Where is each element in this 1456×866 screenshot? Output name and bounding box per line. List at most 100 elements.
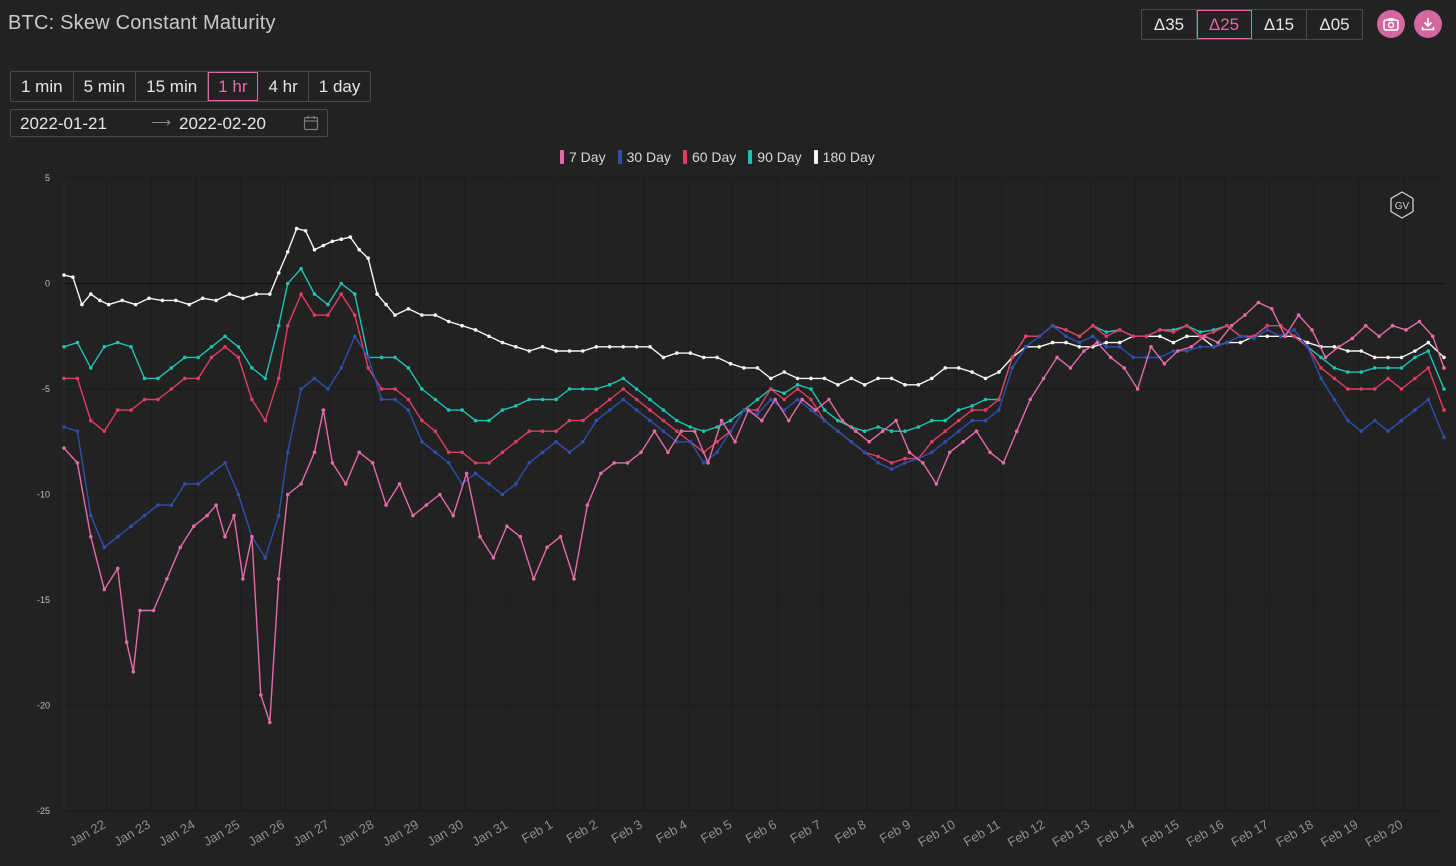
data-point — [795, 387, 800, 391]
data-point — [701, 461, 706, 465]
data-point — [473, 471, 478, 476]
data-point — [527, 429, 531, 434]
data-point — [1091, 323, 1095, 328]
data-point — [339, 237, 344, 241]
data-point — [393, 355, 397, 360]
data-point — [947, 450, 952, 455]
legend-label: 30 Day — [626, 149, 671, 165]
data-point — [321, 408, 326, 412]
data-point — [1238, 334, 1243, 339]
screenshot-button[interactable] — [1377, 10, 1405, 38]
legend-item-180day[interactable]: 180 Day — [813, 149, 875, 165]
data-point — [268, 720, 272, 725]
data-point — [800, 397, 804, 402]
delta-35-button[interactable]: Δ35 — [1142, 10, 1197, 39]
data-point — [567, 349, 572, 353]
data-point — [769, 397, 773, 402]
data-point — [120, 298, 124, 303]
data-point — [460, 408, 464, 412]
data-point — [1319, 355, 1323, 360]
timeframe-1hr-button[interactable]: 1 hr — [208, 72, 259, 101]
data-point — [1162, 361, 1167, 366]
data-point — [1296, 313, 1301, 317]
data-point — [701, 355, 706, 360]
data-point — [446, 461, 451, 465]
date-start-input[interactable]: 2022-01-21 — [20, 114, 107, 133]
data-point — [1332, 376, 1337, 381]
data-point — [299, 292, 303, 296]
data-point — [1077, 334, 1082, 339]
data-point — [312, 313, 317, 317]
data-point — [728, 361, 733, 366]
data-point — [621, 397, 625, 402]
timeframe-1min-button[interactable]: 1 min — [11, 72, 74, 101]
legend-item-7day[interactable]: 7 Day — [560, 149, 606, 165]
date-range-picker[interactable]: 2022-01-21 ⟶ 2022-02-20 — [10, 109, 328, 137]
data-point — [625, 461, 630, 465]
data-point — [379, 397, 384, 402]
data-point — [782, 397, 786, 402]
timeframe-15min-button[interactable]: 15 min — [136, 72, 209, 101]
data-point — [1185, 334, 1189, 339]
data-point — [1319, 376, 1323, 381]
calendar-icon[interactable] — [303, 115, 319, 131]
data-point — [621, 387, 625, 391]
data-point — [214, 503, 218, 507]
data-point — [1310, 328, 1314, 332]
data-point — [581, 349, 585, 353]
delta-05-button[interactable]: Δ05 — [1319, 15, 1350, 34]
data-point — [648, 418, 652, 423]
delta-15-button[interactable]: Δ15 — [1252, 10, 1307, 39]
data-point — [742, 408, 746, 412]
data-point — [1028, 397, 1032, 402]
data-point — [558, 534, 563, 539]
data-point — [795, 376, 800, 381]
chart-grid — [63, 177, 1444, 812]
date-end-input[interactable]: 2022-02-20 — [179, 114, 266, 133]
delta-25-button[interactable]: Δ25 — [1197, 10, 1252, 39]
data-point — [1149, 345, 1153, 349]
data-point — [156, 503, 160, 507]
data-point — [943, 366, 947, 370]
data-point — [183, 355, 187, 360]
download-button[interactable] — [1414, 10, 1442, 38]
data-point — [1332, 397, 1337, 402]
data-point — [889, 429, 894, 434]
legend-item-90day[interactable]: 90 Day — [748, 149, 802, 165]
data-point — [312, 450, 317, 455]
data-point — [460, 450, 464, 455]
data-point — [451, 513, 456, 518]
x-tick-label: Feb 5 — [698, 817, 734, 847]
data-point — [1319, 366, 1323, 370]
data-point — [129, 524, 133, 528]
data-point — [554, 429, 558, 434]
data-point — [209, 345, 214, 349]
chart-legend: 7 Day 30 Day 60 Day 90 Day 180 Day — [560, 149, 875, 165]
data-point — [970, 418, 974, 423]
timeframe-1day-button[interactable]: 1 day — [318, 77, 361, 96]
data-point — [1131, 355, 1135, 360]
data-point — [478, 534, 482, 539]
data-point — [1399, 387, 1404, 391]
data-point — [970, 370, 974, 374]
data-point — [268, 292, 272, 296]
data-point — [353, 292, 357, 296]
x-tick-label: Feb 7 — [787, 817, 823, 847]
legend-item-60day[interactable]: 60 Day — [682, 149, 736, 165]
legend-item-30day[interactable]: 30 Day — [617, 149, 671, 165]
timeframe-4hr-button[interactable]: 4 hr — [258, 72, 309, 101]
data-point — [755, 366, 760, 370]
data-point — [205, 513, 209, 518]
data-point — [1117, 345, 1122, 349]
data-point — [62, 273, 66, 277]
timeframe-5min-button[interactable]: 5 min — [74, 72, 137, 101]
data-point — [285, 492, 290, 497]
data-point — [115, 534, 120, 539]
data-point — [169, 366, 174, 370]
legend-swatch — [617, 150, 622, 164]
data-point — [142, 376, 147, 381]
data-point — [997, 370, 1001, 374]
data-point — [943, 418, 947, 423]
data-point — [285, 323, 290, 328]
